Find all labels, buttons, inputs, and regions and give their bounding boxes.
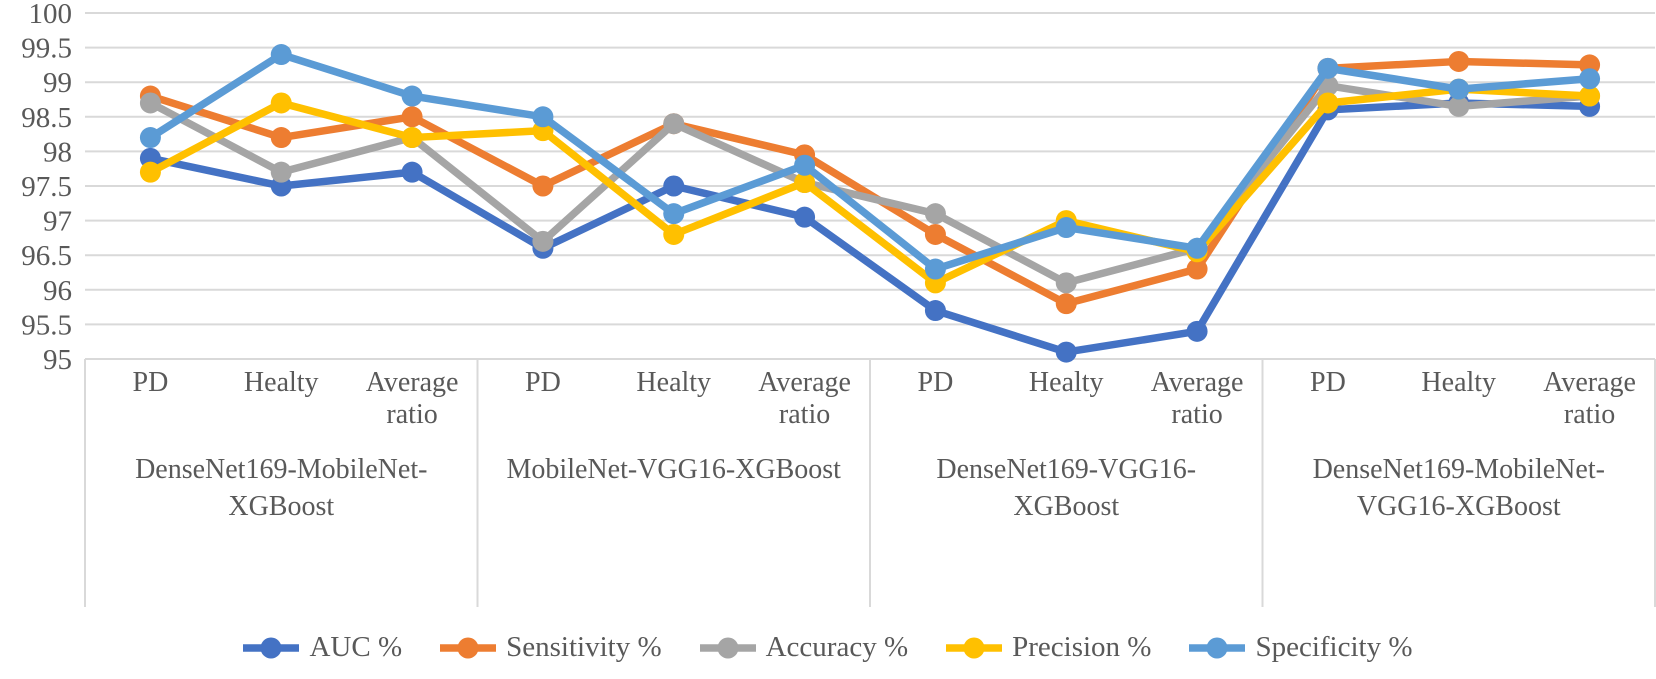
category-group: PD Healty Average ratio DenseNet169-VGG16- X… — [870, 359, 1263, 609]
category-label: Healty — [243, 367, 319, 398]
data-point-auc — [794, 206, 816, 228]
data-point-specificity — [532, 106, 554, 128]
category-label: Average ratio — [758, 367, 851, 430]
data-point-specificity — [663, 203, 685, 225]
group-label: DenseNet169-VGG16- XGBoost — [936, 454, 1197, 522]
category-label: PD — [917, 367, 954, 398]
category-label: Average ratio — [1150, 367, 1244, 430]
category-label: PD — [525, 367, 561, 398]
y-axis-tick-label: 95 — [43, 344, 72, 376]
y-axis-tick-label: 95.5 — [21, 309, 72, 341]
data-point-auc — [924, 300, 946, 322]
category-label: Average ratio — [365, 367, 459, 430]
category-label: Healty — [636, 367, 712, 398]
legend-item-precision: Precision % — [946, 631, 1151, 664]
y-axis-tick-label: 99 — [43, 67, 72, 99]
data-point-accuracy — [924, 203, 946, 225]
data-point-precision — [1317, 92, 1339, 114]
data-point-specificity — [1448, 78, 1470, 100]
y-axis-tick-label: 99.5 — [21, 33, 72, 65]
legend-item-sensitivity: Sensitivity % — [440, 631, 662, 664]
y-axis-tick-label: 96 — [43, 275, 72, 307]
legend-marker-icon — [699, 637, 756, 658]
legend-marker-icon — [243, 637, 300, 658]
data-point-accuracy — [139, 92, 161, 114]
category-group: PD Healty Average ratio MobileNet-VGG16-XGB… — [478, 359, 871, 609]
data-point-sensitivity — [924, 223, 946, 245]
y-axis-tick-label: 97 — [43, 206, 72, 238]
category-label: Healty — [1028, 367, 1104, 398]
legend-marker-icon — [1189, 637, 1246, 658]
group-label: DenseNet169-MobileNet- XGBoost — [135, 454, 428, 522]
y-axis-tick-label: 98.5 — [21, 102, 72, 134]
legend-marker-icon — [440, 637, 497, 658]
data-point-sensitivity — [1186, 258, 1208, 280]
legend-item-specificity: Specificity % — [1189, 631, 1413, 664]
group-label: MobileNet-VGG16-XGBoost — [506, 454, 841, 485]
legend-marker-icon — [946, 637, 1003, 658]
y-axis-tick-label: 96.5 — [21, 240, 72, 272]
data-point-sensitivity — [1448, 50, 1470, 72]
data-point-precision — [1579, 85, 1601, 107]
series-line-accuracy — [148, 81, 1590, 287]
category-label: PD — [132, 367, 169, 398]
legend-label: Accuracy % — [765, 631, 909, 663]
category-label: Healty — [1421, 367, 1497, 398]
data-point-accuracy — [270, 161, 292, 183]
data-point-precision — [663, 223, 685, 245]
group-label: DenseNet169-MobileNet- VGG16-XGBoost — [1312, 454, 1605, 522]
data-point-accuracy — [1448, 95, 1470, 117]
data-point-auc — [663, 175, 685, 197]
legend-label: Sensitivity % — [506, 631, 662, 663]
data-point-specificity — [1579, 68, 1601, 90]
series-line-auc — [149, 99, 1590, 356]
data-point-accuracy — [663, 113, 685, 135]
data-point-sensitivity — [401, 106, 423, 128]
y-axis-tick-label: 97.5 — [21, 171, 72, 203]
category-label: PD — [1310, 367, 1346, 398]
data-point-accuracy — [1055, 272, 1077, 294]
data-point-specificity — [1186, 237, 1208, 259]
category-axis: PD Healty Average ratio DenseNet169-MobileN… — [0, 359, 1656, 609]
series-line-precision — [148, 85, 1590, 287]
y-axis-tick-label: 100 — [29, 0, 73, 30]
data-point-specificity — [924, 258, 946, 280]
data-point-sensitivity — [532, 175, 554, 197]
data-point-specificity — [1055, 217, 1077, 239]
data-point-specificity — [270, 44, 292, 66]
data-point-sensitivity — [270, 127, 292, 149]
legend-label: Specificity % — [1255, 631, 1413, 663]
legend-label: Precision % — [1012, 631, 1152, 663]
data-point-auc — [1055, 341, 1077, 363]
data-point-precision — [139, 161, 161, 183]
data-point-specificity — [139, 127, 161, 149]
category-group: PD Healty Average ratio DenseNet169-MobileN… — [1263, 359, 1656, 609]
series-line-specificity — [148, 50, 1590, 273]
legend-item-accuracy: Accuracy % — [699, 631, 909, 664]
legend-item-auc: AUC % — [243, 631, 402, 664]
data-point-specificity — [401, 85, 423, 107]
data-point-sensitivity — [1055, 293, 1077, 315]
data-point-auc — [401, 161, 423, 183]
data-point-precision — [270, 92, 292, 114]
data-point-specificity — [794, 154, 816, 176]
data-point-precision — [794, 172, 816, 194]
data-point-precision — [401, 127, 423, 149]
legend: AUC % Sensitivity % Accuracy % Precision % S… — [0, 631, 1656, 664]
category-label: Average ratio — [1543, 367, 1636, 430]
category-group: PD Healty Average ratio DenseNet169-MobileN… — [85, 359, 478, 609]
data-point-accuracy — [532, 230, 554, 252]
data-point-auc — [1186, 320, 1208, 342]
y-axis-tick-label: 98 — [43, 136, 72, 168]
legend-label: AUC % — [309, 631, 403, 663]
data-point-specificity — [1317, 57, 1339, 79]
